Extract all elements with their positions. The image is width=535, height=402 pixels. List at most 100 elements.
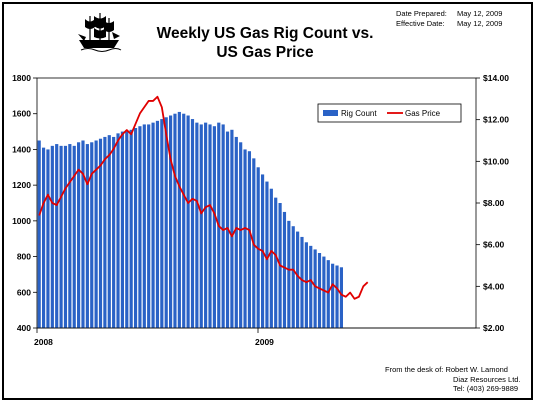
rig-count-bar	[50, 145, 54, 328]
y-right-tick-label: $12.00	[483, 115, 509, 125]
footer: From the desk of: Robert W. Lamond Diaz …	[385, 365, 521, 394]
gas-price-line	[38, 95, 369, 300]
rig-count-bar	[151, 122, 155, 328]
y-right-tick-label: $10.00	[483, 156, 509, 166]
rig-count-bar	[331, 263, 335, 328]
y-left-tick-label: 600	[17, 287, 31, 297]
rig-count-bar	[326, 260, 330, 328]
y-left-axis: 400 600 800 1000 1200 1400 1600 1800	[12, 73, 37, 333]
rig-count-bar	[98, 138, 103, 328]
rig-count-bar	[133, 128, 138, 328]
rig-count-bar	[164, 117, 168, 328]
rig-count-bar	[81, 140, 85, 328]
rig-count-bar	[230, 129, 234, 328]
rig-count-bar	[287, 220, 291, 328]
rig-count-bar	[55, 144, 59, 328]
y-left-tick-label: 1400	[12, 144, 31, 154]
y-left-tick-label: 800	[17, 252, 31, 262]
rig-count-bar	[160, 119, 164, 328]
legend-rig-swatch	[323, 110, 338, 116]
rig-count-bar	[269, 188, 273, 328]
date-prepared-label: Date Prepared:	[396, 9, 447, 18]
rig-count-bar	[77, 142, 81, 328]
rig-count-bar	[212, 126, 216, 329]
rig-count-bar	[90, 142, 94, 328]
rig-count-bar	[309, 245, 313, 328]
legend: Rig Count Gas Price	[317, 103, 462, 123]
rig-count-bar	[296, 231, 300, 328]
rig-count-bar	[59, 145, 63, 328]
y-left-tick-label: 1800	[12, 73, 31, 83]
rig-count-bar	[177, 111, 181, 329]
y-right-tick-label: $6.00	[483, 240, 505, 250]
legend-rig-label: Rig Count	[341, 109, 377, 118]
legend-gas-label: Gas Price	[405, 109, 441, 118]
rig-count-bar	[243, 149, 247, 328]
rig-count-bar	[282, 211, 287, 328]
rig-count-bar	[234, 136, 238, 328]
rig-count-bar	[116, 133, 120, 328]
date-prepared-value: May 12, 2009	[457, 9, 503, 18]
rig-count-bar	[190, 119, 195, 328]
rig-count-bar	[199, 124, 203, 329]
rig-count-bar	[155, 120, 160, 328]
x-tick-2009: 2009	[255, 337, 274, 347]
rig-count-bar	[322, 256, 326, 328]
rig-count-bar	[265, 181, 269, 328]
rig-count-bar	[120, 131, 124, 328]
rig-count-bar	[304, 242, 308, 328]
rig-count-bar	[317, 253, 322, 328]
y-left-tick-label: 400	[17, 323, 31, 333]
ship-logo	[78, 13, 122, 52]
footer-phone: Tel: (403) 269-9889	[453, 384, 519, 393]
y-right-tick-label: $4.00	[483, 281, 505, 291]
rig-count-bar	[221, 124, 225, 329]
effective-date-label: Effective Date:	[396, 19, 445, 28]
chart-title-line2: US Gas Price	[216, 44, 314, 61]
rig-count-bar	[274, 197, 278, 328]
rig-count-bar	[204, 122, 208, 328]
rig-count-bar	[63, 145, 68, 328]
y-left-tick-label: 1600	[12, 109, 31, 119]
rig-count-bar	[247, 151, 252, 328]
y-right-tick-label: $2.00	[483, 323, 505, 333]
rig-count-bar	[94, 140, 98, 328]
rig-count-bar	[112, 136, 116, 328]
effective-date-value: May 12, 2009	[457, 19, 503, 28]
chart-title: Weekly US Gas Rig Count vs. US Gas Price	[150, 24, 380, 62]
rig-count-bar	[125, 131, 129, 328]
rig-count-bar	[46, 149, 50, 328]
rig-count-bar	[147, 124, 151, 329]
y-right-axis: $2.00 $4.00 $6.00 $8.00 $10.00 $12.00 $14.00	[476, 73, 509, 333]
rig-count-bar	[208, 124, 212, 329]
rig-count-bar	[72, 145, 76, 328]
rig-count-bar	[300, 236, 304, 328]
rig-count-bar	[291, 226, 295, 328]
y-right-tick-label: $8.00	[483, 198, 505, 208]
rig-count-bar	[173, 113, 177, 329]
rig-count-bar	[339, 267, 343, 328]
rig-count-bar	[239, 142, 243, 328]
rig-count-bar	[85, 144, 89, 328]
rig-count-bar	[169, 115, 173, 328]
rig-count-bar	[335, 265, 339, 328]
y-right-tick-label: $14.00	[483, 73, 509, 83]
rig-count-bar	[68, 144, 72, 328]
footer-company: Diaz Resources Ltd.	[453, 374, 521, 384]
y-left-tick-label: 1000	[12, 216, 31, 226]
rig-count-bar	[129, 129, 133, 328]
rig-count-bar	[103, 136, 107, 328]
chart-title-line1: Weekly US Gas Rig Count vs.	[156, 25, 374, 42]
rig-count-bar	[37, 140, 41, 328]
rig-count-bar	[41, 147, 46, 328]
rig-count-bar	[182, 113, 186, 329]
rig-count-bar	[195, 122, 199, 328]
rig-count-bar	[186, 115, 190, 328]
rig-count-bar	[313, 249, 317, 328]
rig-count-bar	[138, 126, 142, 329]
rig-count-bar	[142, 124, 146, 329]
y-left-tick-label: 1200	[12, 180, 31, 190]
x-tick-2008: 2008	[34, 337, 53, 347]
date-info: Date Prepared: May 12, 2009 Effective Dat…	[396, 9, 502, 29]
